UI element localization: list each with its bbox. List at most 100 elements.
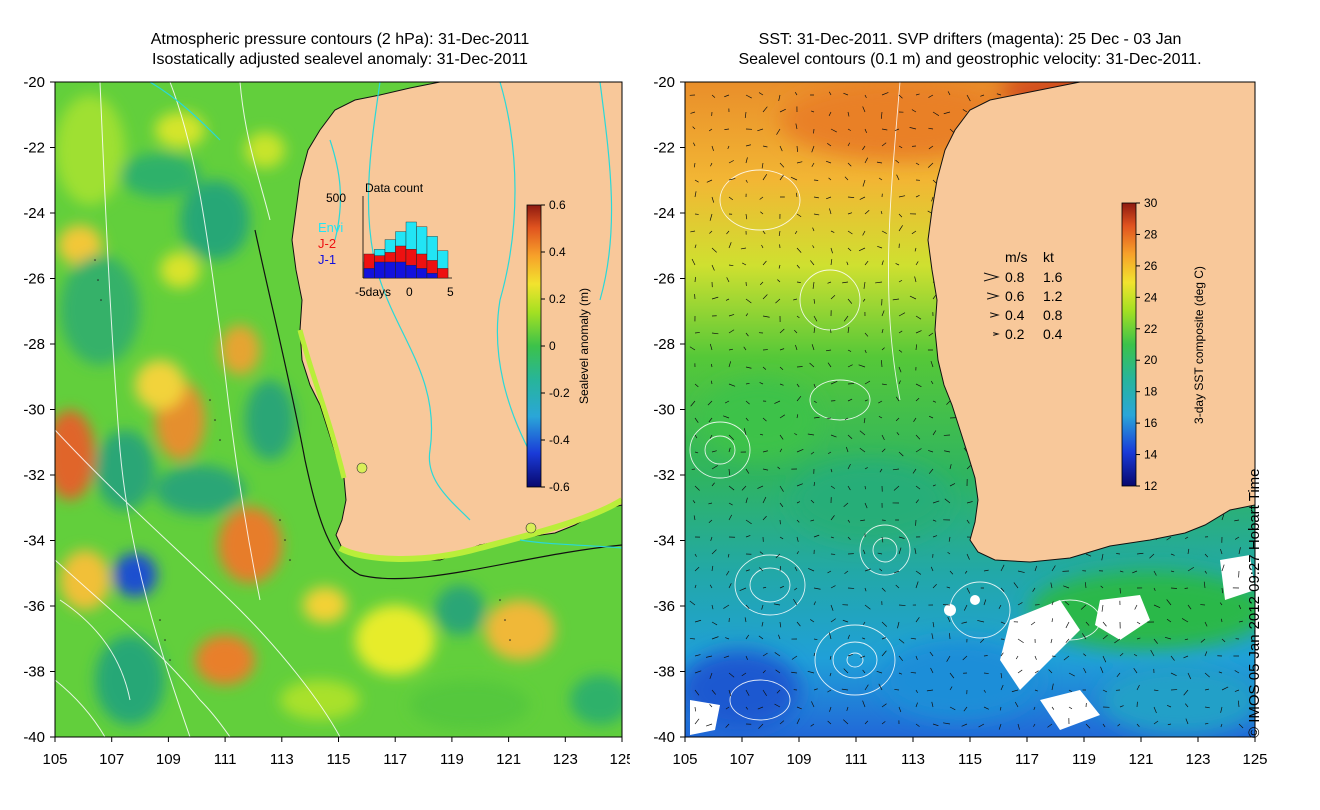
velocity-arrow [881,92,889,96]
velocity-arrow [708,502,713,505]
velocity-legend-arrow [990,312,1000,318]
velocity-arrow [898,312,906,317]
velocity-arrow [898,279,903,283]
velocity-arrow [745,569,750,572]
velocity-arrow [1017,723,1020,730]
velocity-arrow [796,414,799,419]
velocity-arrow [740,247,747,250]
velocity-arrow [694,553,697,557]
velocity-arrow [1034,655,1037,660]
velocity-arrow [762,315,770,318]
velocity-arrow [898,213,903,218]
right-x-axis: 105 107 109 111 113 115 117 119 121 123 125 [672,737,1268,768]
velocity-arrow [689,600,696,606]
velocity-arrow [776,128,781,135]
velocity-arrow [881,347,885,351]
velocity-arrow [928,332,934,337]
colorbar-tick-label: -0.4 [549,433,570,447]
velocity-arrow [915,485,921,490]
velocity-arrow [728,502,733,506]
velocity-arrow [949,483,956,487]
velocity-arrow [881,383,887,386]
velocity-arrow [1119,652,1124,657]
velocity-arrow [762,689,767,697]
velocity-arrow [794,92,798,96]
velocity-arrow [810,260,815,266]
velocity-arrow [1068,672,1075,677]
velocity-arrow [707,400,713,406]
velocity-arrow [910,672,917,674]
velocity-arrow [745,144,751,147]
velocity-arrow [1153,587,1156,591]
velocity-arrow [928,468,934,474]
velocity-arrow [812,245,815,249]
velocity-arrow [1170,553,1175,556]
velocity-arrow [779,502,784,508]
velocity-arrow [761,621,764,627]
velocity-arrow [1119,705,1124,708]
velocity-arrow [694,277,696,283]
velocity-arrow [711,482,715,487]
velocity-arrow [796,213,802,218]
velocity-arrow [689,346,696,351]
velocity-arrow [1220,706,1223,713]
velocity-arrow [694,332,700,334]
velocity-arrow [757,485,764,489]
velocity-arrow [726,570,730,576]
x-tick-label: 123 [1185,751,1210,768]
velocity-arrow [943,722,951,725]
velocity-arrow [843,315,849,322]
velocity-arrow [776,689,781,694]
x-tick-label: 119 [1072,751,1096,768]
velocity-arrow [690,400,696,407]
left-x-axis: 105 107 109 111 113 115 117 119 121 123 125 [42,737,630,768]
velocity-arrow [843,502,849,508]
velocity-arrow [898,366,902,373]
velocity-arrow [896,174,900,181]
colorbar-tick-label: -0.6 [549,480,570,494]
velocity-arrow [779,566,782,572]
velocity-arrow [893,570,900,574]
velocity-arrow [706,723,713,727]
velocity-arrow [864,568,871,572]
velocity-arrow [862,230,866,236]
velocity-arrow [898,451,904,457]
velocity-arrow [862,637,866,640]
velocity-arrow [796,483,803,487]
velocity-arrow [949,570,954,575]
x-tick-label: 117 [1015,751,1039,768]
velocity-arrow [691,258,696,266]
velocity-arrow [1221,587,1224,594]
velocity-arrow [710,162,713,167]
velocity-arrow [847,349,852,352]
australia-landmass-sst [927,82,1255,563]
velocity-arrow [830,485,836,489]
velocity-arrow [1033,706,1036,711]
velocity-arrow [810,110,815,113]
x-tick-label: 111 [214,751,237,768]
velocity-arrow [777,466,781,470]
velocity-arrow [774,400,781,404]
velocity-arrow [1238,547,1241,555]
velocity-arrow [1000,621,1006,625]
velocity-arrow [983,672,989,674]
velocity-arrow [779,366,784,371]
velocity-arrow [947,616,951,623]
velocity-arrow [1030,621,1036,626]
velocity-arrow [694,485,700,491]
velocity-arrow [779,585,785,589]
velocity-arrow [999,706,1002,711]
velocity-arrow [966,465,971,470]
velocity-arrow [779,621,782,628]
velocity-arrow [898,195,906,198]
velocity-arrow [774,652,781,657]
x-tick-label: 125 [1242,751,1267,768]
velocity-arrow [759,382,764,385]
velocity-arrow [1187,548,1190,555]
velocity-arrow [727,553,730,558]
velocity-arrow [948,536,951,542]
velocity-arrow [898,145,903,149]
velocity-arrow [709,704,713,708]
x-tick-label: 107 [99,751,124,768]
data-count-title: Data count [365,181,424,195]
